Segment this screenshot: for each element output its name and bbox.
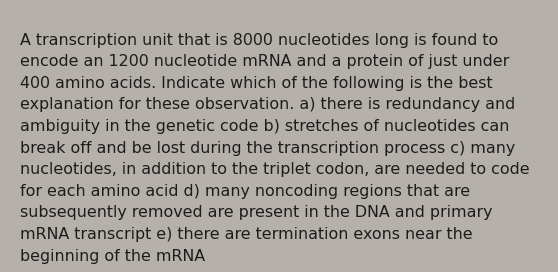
Text: A transcription unit that is 8000 nucleotides long is found to
encode an 1200 nu: A transcription unit that is 8000 nucleo… bbox=[20, 33, 529, 264]
